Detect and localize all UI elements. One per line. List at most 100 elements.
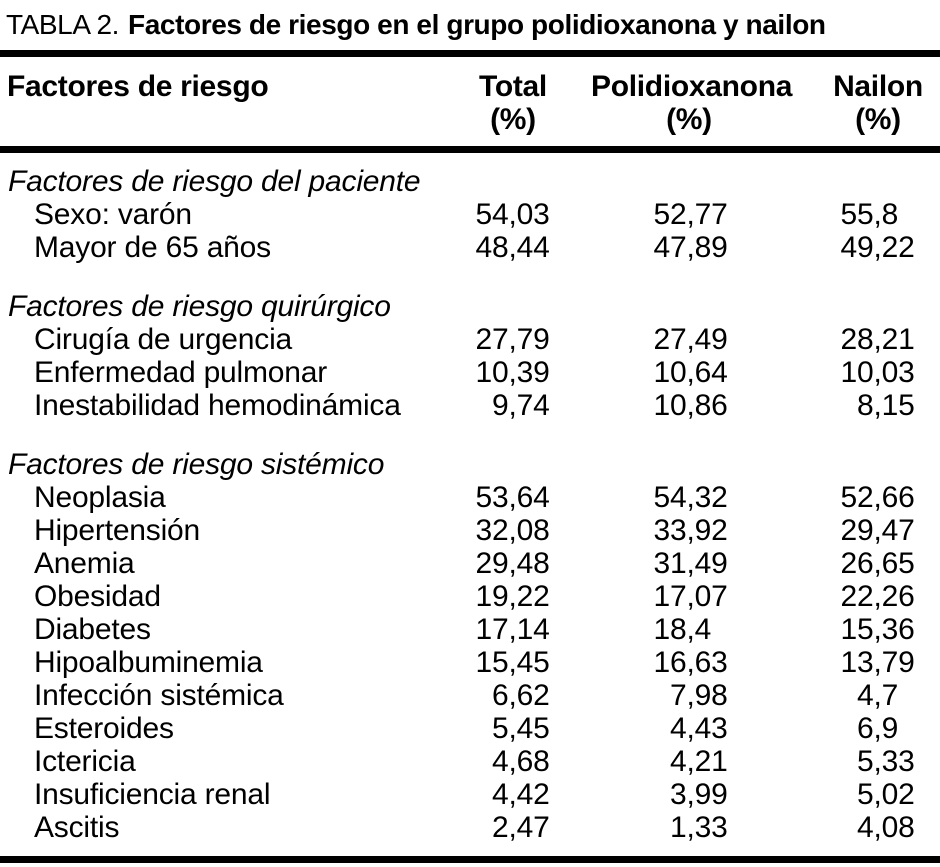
- polidioxanona-value: 33,92: [653, 514, 728, 547]
- total-value: 27,79: [475, 323, 550, 356]
- nailon-value: 8,15: [857, 389, 915, 422]
- table-title: TABLA 2. Factores de riesgo en el grupo p…: [0, 0, 940, 42]
- table-row: Esteroides 5,45 4,43 6,9: [0, 712, 940, 745]
- header-rule: [0, 146, 940, 153]
- section-header-row: Factores de riesgo quirúrgico: [0, 264, 940, 323]
- table-row: Mayor de 65 años 48,44 47,89 49,22: [0, 231, 940, 264]
- total-value: 15,45: [475, 646, 550, 679]
- factor-label: Ictericia: [34, 745, 136, 778]
- column-header-row: Factores de riesgo Total (%) Polidioxano…: [0, 57, 940, 146]
- factor-label: Sexo: varón: [34, 198, 192, 231]
- polidioxanona-value: 47,89: [653, 231, 728, 264]
- polidioxanona-value: 1,33: [670, 811, 728, 844]
- total-value: 4,68: [492, 745, 550, 778]
- table-row: Obesidad 19,22 17,07 22,26: [0, 580, 940, 613]
- column-header-total: Total (%): [430, 57, 575, 146]
- table-row: Inestabilidad hemodinámica 9,74 10,86 8,…: [0, 389, 940, 422]
- table-number-label: TABLA 2.: [6, 9, 120, 40]
- section-label: Factores de riesgo quirúrgico: [8, 290, 391, 323]
- factor-label: Diabetes: [34, 613, 151, 646]
- total-value: 9,74: [492, 389, 550, 422]
- factor-label: Neoplasia: [34, 481, 166, 514]
- table-row: Infección sistémica 6,62 7,98 4,7: [0, 679, 940, 712]
- polidioxanona-value: 17,07: [653, 580, 728, 613]
- total-value: 5,45: [492, 712, 550, 745]
- table-row: Anemia 29,48 31,49 26,65: [0, 547, 940, 580]
- column-header-nailon: Nailon (%): [787, 57, 940, 146]
- factor-label: Enfermedad pulmonar: [34, 356, 328, 389]
- factor-label: Infección sistémica: [34, 679, 284, 712]
- total-value: 53,64: [475, 481, 550, 514]
- nailon-value: 55,8: [840, 198, 899, 231]
- total-value: 48,44: [475, 231, 550, 264]
- total-value: 10,39: [475, 356, 550, 389]
- section-label: Factores de riesgo sistémico: [8, 448, 385, 481]
- polidioxanona-value: 27,49: [653, 323, 728, 356]
- column-header-polidioxanona-label: Polidioxanona: [591, 70, 793, 103]
- nailon-value: 10,03: [840, 356, 915, 389]
- factor-label: Insuficiencia renal: [34, 778, 271, 811]
- column-header-nailon-unit: (%): [855, 103, 901, 136]
- total-value: 32,08: [475, 514, 550, 547]
- table-row: Cirugía de urgencia 27,79 27,49 28,21: [0, 323, 940, 356]
- total-value: 54,03: [475, 198, 550, 231]
- table-row: Neoplasia 53,64 54,32 52,66: [0, 481, 940, 514]
- factor-label: Anemia: [34, 547, 135, 580]
- polidioxanona-value: 18,4: [653, 613, 712, 646]
- table-row: Enfermedad pulmonar 10,39 10,64 10,03: [0, 356, 940, 389]
- nailon-value: 13,79: [840, 646, 915, 679]
- section-header-row: Factores de riesgo sistémico: [0, 422, 940, 481]
- total-value: 29,48: [475, 547, 550, 580]
- polidioxanona-value: 4,43: [670, 712, 728, 745]
- polidioxanona-value: 10,64: [653, 356, 728, 389]
- nailon-value: 52,66: [840, 481, 915, 514]
- column-header-factor: Factores de riesgo: [7, 70, 269, 103]
- polidioxanona-value: 4,21: [670, 745, 728, 778]
- nailon-value: 5,02: [857, 778, 915, 811]
- table-row: Hipoalbuminemia 15,45 16,63 13,79: [0, 646, 940, 679]
- factor-label: Cirugía de urgencia: [34, 323, 293, 356]
- nailon-value: 5,33: [857, 745, 915, 778]
- nailon-value: 6,9: [857, 712, 899, 745]
- factor-label: Obesidad: [34, 580, 161, 613]
- nailon-value: 15,36: [840, 613, 915, 646]
- nailon-value: 22,26: [840, 580, 915, 613]
- column-header-total-unit: (%): [490, 103, 536, 136]
- table-row: Ascitis 2,47 1,33 4,08: [0, 811, 940, 844]
- risk-factors-table: Factores de riesgo del paciente Sexo: va…: [0, 153, 940, 844]
- total-value: 17,14: [475, 613, 550, 646]
- column-header-polidioxanona: Polidioxanona (%): [575, 57, 793, 146]
- nailon-value: 4,08: [857, 811, 915, 844]
- column-header-nailon-label: Nailon: [833, 70, 923, 103]
- top-rule: [0, 50, 940, 57]
- section-header-row: Factores de riesgo del paciente: [0, 153, 940, 198]
- bottom-rule: [0, 856, 940, 863]
- factor-label: Ascitis: [34, 811, 120, 844]
- polidioxanona-value: 7,98: [670, 679, 728, 712]
- section-label: Factores de riesgo del paciente: [8, 165, 421, 198]
- table-row: Sexo: varón 54,03 52,77 55,8: [0, 198, 940, 231]
- factor-label: Hipertensión: [34, 514, 201, 547]
- polidioxanona-value: 16,63: [653, 646, 728, 679]
- table-row: Ictericia 4,68 4,21 5,33: [0, 745, 940, 778]
- nailon-value: 28,21: [840, 323, 915, 356]
- table-row: Hipertensión 32,08 33,92 29,47: [0, 514, 940, 547]
- factor-label: Inestabilidad hemodinámica: [34, 389, 401, 422]
- table-row: Insuficiencia renal 4,42 3,99 5,02: [0, 778, 940, 811]
- table-row: Diabetes 17,14 18,4 15,36: [0, 613, 940, 646]
- factor-label: Mayor de 65 años: [34, 231, 271, 264]
- polidioxanona-value: 52,77: [653, 198, 728, 231]
- column-header-polidioxanona-unit: (%): [666, 103, 712, 136]
- column-header-table: Factores de riesgo Total (%) Polidioxano…: [0, 57, 940, 146]
- total-value: 2,47: [492, 811, 550, 844]
- total-value: 6,62: [492, 679, 550, 712]
- polidioxanona-value: 10,86: [653, 389, 728, 422]
- total-value: 4,42: [492, 778, 550, 811]
- polidioxanona-value: 3,99: [670, 778, 728, 811]
- total-value: 19,22: [475, 580, 550, 613]
- nailon-value: 29,47: [840, 514, 915, 547]
- factor-label: Hipoalbuminemia: [34, 646, 263, 679]
- nailon-value: 49,22: [840, 231, 915, 264]
- nailon-value: 4,7: [857, 679, 899, 712]
